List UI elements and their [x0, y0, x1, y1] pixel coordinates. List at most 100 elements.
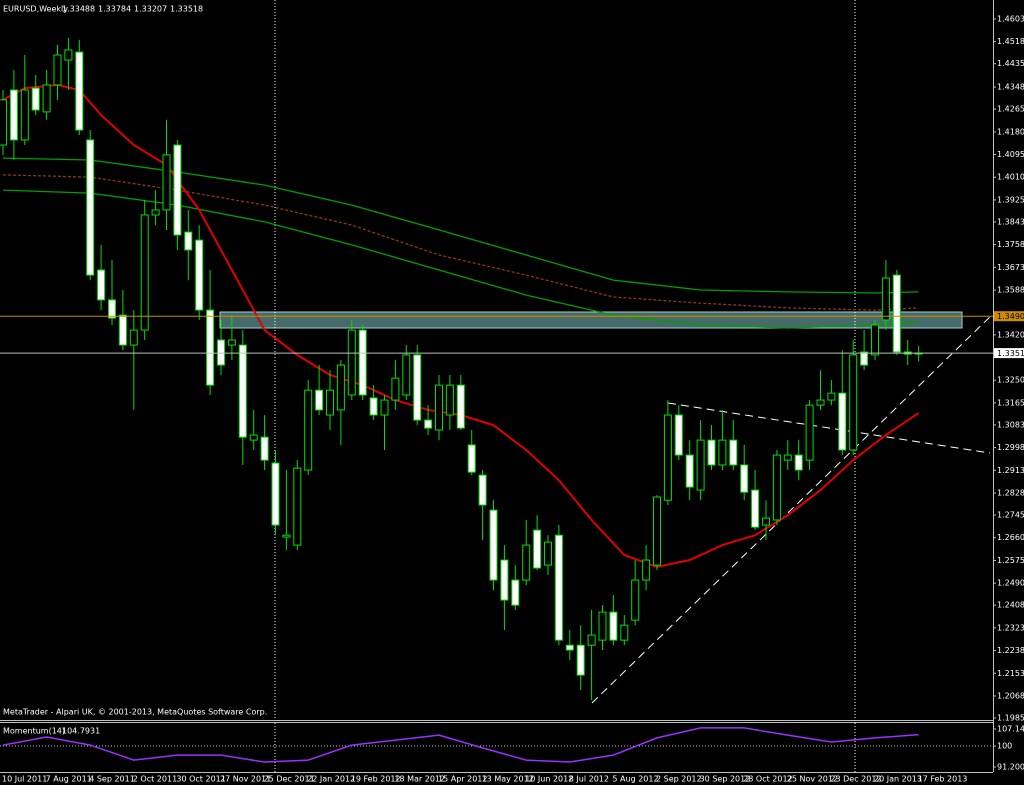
candle-body: [554, 534, 563, 641]
candle-body: [369, 397, 378, 416]
header-close: 1.33518: [170, 5, 203, 14]
candle-body: [631, 579, 640, 621]
candle-body: [653, 496, 661, 566]
candle-body: [620, 624, 629, 641]
candle-body: [663, 414, 672, 501]
candle-body: [445, 384, 454, 416]
x-tick-label: 7 Aug 2011: [46, 775, 92, 784]
y-tick-label: 1.46030: [997, 14, 1024, 23]
candle-body: [849, 354, 858, 451]
x-tick-label: 23 Dec 2012: [830, 775, 881, 784]
x-tick-label: 4 Sep 2011: [89, 775, 135, 784]
x-tick-label: 19 Feb 2012: [351, 775, 401, 784]
candle-body: [358, 329, 367, 396]
candle-body: [118, 314, 127, 346]
y-tick-label: 1.24905: [997, 579, 1024, 588]
candle-body: [772, 454, 781, 521]
header-high: 1.33784: [98, 5, 131, 14]
candle-body: [293, 467, 302, 546]
y-tick-label: 1.44355: [997, 59, 1024, 68]
candle-body: [129, 329, 138, 346]
momentum-line: [2, 727, 919, 763]
symbol-title: EURUSD,Weekly: [3, 5, 68, 14]
candle-body: [64, 49, 73, 61]
candle-body: [260, 436, 269, 461]
candle-body: [402, 354, 411, 396]
candle-body: [892, 274, 901, 353]
candle-body: [347, 329, 356, 396]
x-tick-label: 28 Oct 2012: [743, 775, 792, 784]
x-tick-label: 25 Dec 2011: [264, 775, 315, 784]
indicator-title: Momentum(14): [3, 727, 65, 736]
candle-body: [642, 559, 651, 581]
y-tick-label: 1.32505: [997, 376, 1024, 385]
trend-line: [667, 402, 991, 454]
current-price-box: [994, 348, 1024, 359]
y-tick-label: 1.29980: [997, 443, 1024, 452]
candle-body: [413, 354, 422, 421]
candle-body: [544, 541, 552, 566]
candle-body: [162, 154, 171, 211]
candle-body: [195, 239, 204, 311]
candle-body: [435, 384, 443, 431]
y-tick-label: 1.38430: [997, 217, 1024, 226]
y-tick-label: 1.40105: [997, 173, 1024, 182]
y-tick-label: 1.30830: [997, 420, 1024, 429]
candle-body: [478, 474, 487, 506]
candle-body: [9, 89, 18, 141]
candle-body: [391, 377, 400, 401]
candle-body: [53, 54, 62, 86]
y-tick-label: 1.43480: [997, 83, 1024, 92]
candle-body: [489, 509, 498, 581]
candle-body: [140, 214, 149, 331]
candle-body: [827, 392, 836, 401]
y-tick-label: 100: [997, 742, 1012, 751]
candle-body: [794, 454, 803, 471]
x-tick-label: 25 Nov 2012: [787, 775, 838, 784]
y-tick-label: 1.21530: [997, 669, 1024, 678]
x-tick-label: 5 Aug 2012: [612, 775, 658, 784]
candle-body: [729, 439, 738, 466]
candle-body: [380, 399, 389, 416]
x-tick-label: 17 Feb 2013: [918, 775, 968, 784]
candle-body: [0, 99, 7, 146]
y-tick-label: 1.28280: [997, 488, 1024, 497]
candle-body: [238, 344, 247, 438]
candle-body: [467, 444, 476, 473]
x-tick-label: 15 Apr 2012: [438, 775, 487, 784]
y-tick-label: 1.39255: [997, 195, 1024, 204]
header-low: 1.33207: [134, 5, 167, 14]
indicator-line: [2, 83, 920, 569]
candle-body: [173, 144, 182, 236]
candle-body: [707, 439, 716, 466]
candle-body: [304, 389, 313, 471]
y-tick-label: 1.19855: [997, 713, 1024, 722]
trend-line: [591, 311, 996, 704]
candle-body: [184, 231, 193, 251]
x-tick-label: 13 May 2012: [482, 775, 534, 784]
candle-body: [805, 404, 814, 461]
x-tick-label: 30 Sep 2012: [700, 775, 751, 784]
candle-body: [336, 364, 345, 411]
candle-body: [20, 89, 29, 141]
candle-body: [86, 139, 95, 276]
y-tick-label: 1.37580: [997, 240, 1024, 249]
candle-body: [424, 419, 433, 429]
y-tick-label: 1.40955: [997, 150, 1024, 159]
candle-body: [598, 611, 607, 641]
candle-body: [217, 339, 225, 366]
candle-body: [500, 559, 509, 601]
candle-body: [271, 462, 280, 526]
y-tick-label: 1.36730: [997, 263, 1024, 272]
candle-body: [740, 464, 749, 493]
candle-body: [108, 299, 116, 319]
candle-body: [456, 384, 465, 429]
y-tick-label: 107.1496: [997, 725, 1024, 734]
candle-body: [718, 439, 727, 466]
y-tick-label: 91.2004: [997, 762, 1024, 771]
candle-body: [533, 529, 542, 569]
candle-body: [783, 454, 792, 461]
